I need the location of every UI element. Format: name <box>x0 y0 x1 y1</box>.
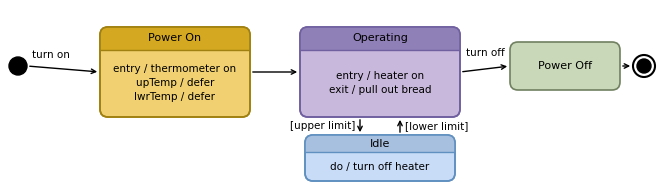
FancyBboxPatch shape <box>100 27 250 117</box>
FancyBboxPatch shape <box>510 42 620 90</box>
FancyBboxPatch shape <box>100 27 250 49</box>
Text: [upper limit]: [upper limit] <box>290 121 355 131</box>
FancyBboxPatch shape <box>305 135 455 181</box>
Text: turn off: turn off <box>465 48 505 58</box>
Bar <box>300 38 460 49</box>
Bar <box>100 38 250 49</box>
Text: entry / thermometer on
upTemp / defer
lwrTemp / defer: entry / thermometer on upTemp / defer lw… <box>114 64 236 102</box>
FancyBboxPatch shape <box>300 27 460 49</box>
Text: do / turn off heater: do / turn off heater <box>331 162 430 172</box>
Text: Power On: Power On <box>149 33 202 43</box>
FancyBboxPatch shape <box>300 27 460 117</box>
Circle shape <box>637 59 651 73</box>
Bar <box>305 144 455 152</box>
Circle shape <box>9 57 27 75</box>
Text: [lower limit]: [lower limit] <box>405 121 468 131</box>
Text: entry / heater on
exit / pull out bread: entry / heater on exit / pull out bread <box>329 71 431 95</box>
Text: Power Off: Power Off <box>538 61 592 71</box>
Text: turn on: turn on <box>32 50 70 60</box>
FancyBboxPatch shape <box>305 135 455 152</box>
Text: Idle: Idle <box>370 139 390 149</box>
Text: Operating: Operating <box>352 33 408 43</box>
